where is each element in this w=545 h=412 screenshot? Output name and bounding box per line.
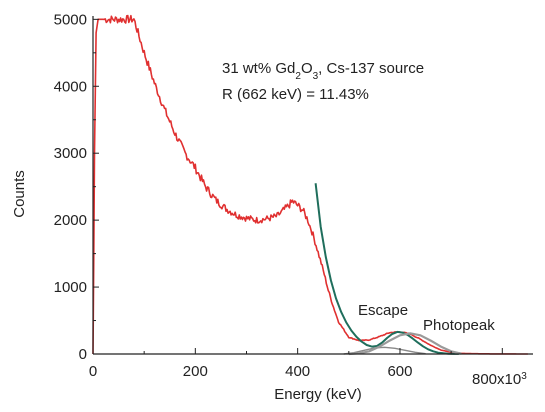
axes-layer: 0 1000 2000 3000 4000 5000 0 200 400 600 bbox=[54, 11, 533, 380]
x-tick-label: 400 bbox=[285, 363, 310, 380]
annotation-text-a: 31 wt% Gd bbox=[222, 60, 295, 77]
annotation-line-1: 31 wt% Gd2O3, Cs-137 source bbox=[222, 60, 424, 82]
escape-label: Escape bbox=[358, 302, 408, 319]
y-axis-label: Counts bbox=[11, 170, 28, 218]
series-escape-line bbox=[343, 346, 426, 355]
y-tick-label: 0 bbox=[79, 346, 87, 363]
series-photopeak-line bbox=[348, 332, 462, 356]
photopeak-label: Photopeak bbox=[423, 317, 495, 334]
annotation-text-b: O bbox=[301, 60, 313, 77]
y-tick-label: 4000 bbox=[54, 78, 87, 95]
series-fit-line bbox=[314, 183, 459, 355]
y-tick-label: 3000 bbox=[54, 145, 87, 162]
x-tick-label: 200 bbox=[183, 363, 208, 380]
y-tick-label: 2000 bbox=[54, 212, 87, 229]
x-exponent-sup: 3 bbox=[521, 371, 527, 382]
annotation-sub-2: 3 bbox=[313, 71, 319, 82]
x-tick-label: 600 bbox=[387, 363, 412, 380]
y-tick-label: 1000 bbox=[54, 279, 87, 296]
x-axis-label: Energy (keV) bbox=[274, 386, 362, 403]
annotation-line-2: R (662 keV) = 11.43% bbox=[222, 86, 369, 103]
series-layer bbox=[92, 14, 528, 356]
x-exponent-label: 800x103 bbox=[472, 371, 527, 389]
y-tick-label: 5000 bbox=[54, 11, 87, 28]
x-tick-label: 0 bbox=[89, 363, 97, 380]
annotation-sub-1: 2 bbox=[295, 71, 301, 82]
x-exponent-base: 800x10 bbox=[472, 371, 521, 388]
annotation-text-c: , Cs-137 source bbox=[318, 60, 424, 77]
